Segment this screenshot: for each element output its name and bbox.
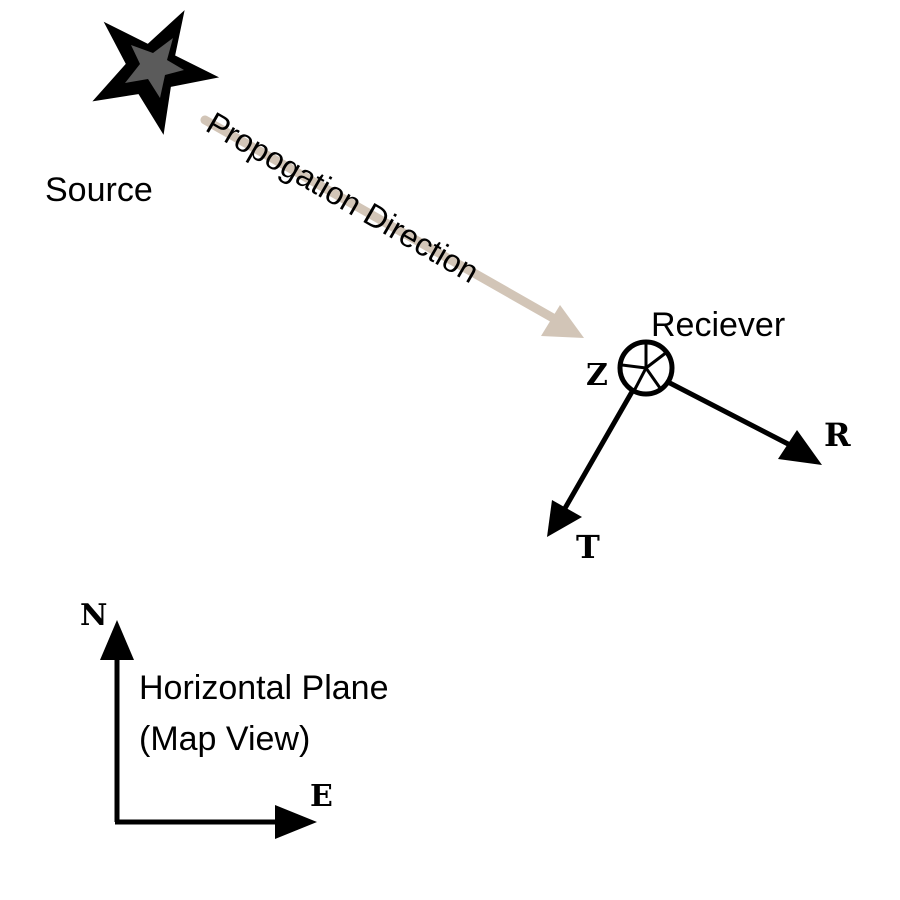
propagation-arrow [200,115,584,338]
r-axis-label: R [824,416,851,454]
t-axis-label: T [576,528,600,566]
propagation-direction-label: Propogation Direction [201,105,486,290]
source-star-icon [92,10,220,135]
t-axis-arrow [547,388,636,537]
r-axis-arrow [664,378,822,465]
map-view-label: (Map View) [139,720,310,758]
source-label: Source [45,171,153,209]
receiver-label: Reciever [651,306,785,344]
north-axis-arrow [100,620,134,822]
north-label: N [80,598,107,633]
z-axis-label: Z [586,358,608,393]
receiver-icon [617,339,675,397]
east-axis-arrow [115,805,317,839]
east-label: E [310,779,333,814]
horizontal-plane-label: Horizontal Plane [139,669,388,707]
